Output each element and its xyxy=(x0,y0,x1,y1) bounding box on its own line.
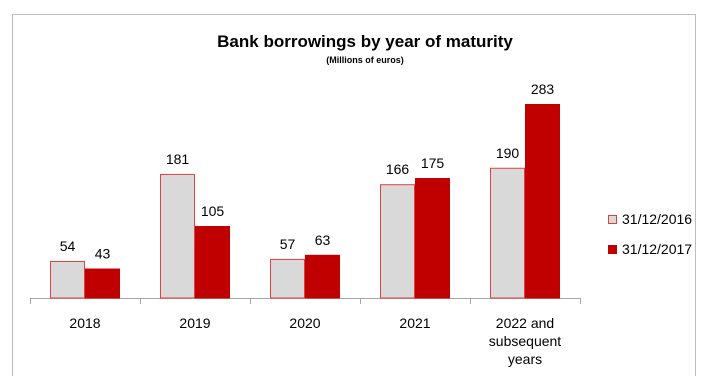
x-tick-label-2021: 2021 xyxy=(399,315,430,331)
chart-frame xyxy=(12,14,696,376)
bar-2017-2018 xyxy=(85,268,120,299)
legend-label-2017: 31/12/2017 xyxy=(622,241,693,257)
data-label-2016-2022: 190 xyxy=(496,145,520,161)
bar-2016-2019 xyxy=(160,173,195,299)
legend-label-2016: 31/12/2016 xyxy=(622,211,693,227)
x-tick-label-2022-line1: 2022 and xyxy=(496,315,554,331)
x-tick-label-2018: 2018 xyxy=(69,315,100,331)
data-label-2016-2021: 166 xyxy=(386,161,410,177)
bar-2016-2021 xyxy=(380,184,415,299)
data-label-2016-2020: 57 xyxy=(280,236,296,252)
legend-swatch-2016 xyxy=(608,214,617,224)
x-tick-label-2020: 2020 xyxy=(289,315,320,331)
bar-2017-2019 xyxy=(195,226,230,299)
bar-2016-2018 xyxy=(50,260,85,299)
bar-2017-2020 xyxy=(305,254,340,299)
data-label-2016-2018: 54 xyxy=(60,238,76,254)
bar-2017-2021 xyxy=(415,178,450,299)
bar-2016-2022 xyxy=(490,167,525,299)
data-label-2016-2019: 181 xyxy=(166,151,190,167)
bar-2016-2020 xyxy=(270,258,305,299)
legend-item-2016: 31/12/2016 xyxy=(608,204,692,234)
bar-2017-2022 xyxy=(525,104,560,299)
legend-item-2017: 31/12/2017 xyxy=(608,234,692,264)
legend: 31/12/2016 31/12/2017 xyxy=(608,204,692,264)
data-label-2017-2020: 63 xyxy=(315,232,331,248)
chart-subtitle: (Millions of euros) xyxy=(326,55,404,65)
data-label-2017-2019: 105 xyxy=(201,203,225,219)
x-tick-label-2022-line3: years xyxy=(508,351,542,367)
data-label-2017-2021: 175 xyxy=(421,155,445,171)
data-label-2017-2018: 43 xyxy=(95,246,111,262)
legend-swatch-2017 xyxy=(608,244,617,254)
x-tick-label-2022-line2: subsequent xyxy=(489,333,562,349)
x-tick-label-2019: 2019 xyxy=(179,315,210,331)
data-label-2017-2022: 283 xyxy=(531,81,555,97)
chart-title: Bank borrowings by year of maturity xyxy=(217,32,513,51)
